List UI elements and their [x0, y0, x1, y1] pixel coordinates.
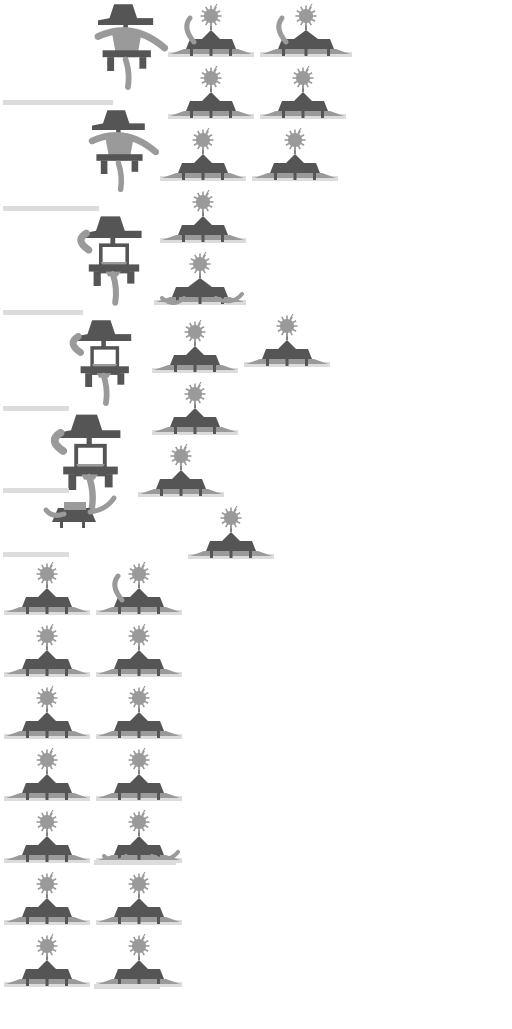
mech-walker-grid-a-4 [4, 747, 90, 801]
mech-walker-11 [152, 381, 238, 435]
spiky-bomb [36, 685, 58, 709]
spiky-bomb [128, 809, 150, 833]
creature-pose-6 [43, 495, 117, 528]
spiky-bomb [128, 623, 150, 647]
spiky-bomb [36, 623, 58, 647]
spiky-bomb [200, 65, 222, 89]
spiky-bomb [192, 189, 214, 213]
spiky-bomb [295, 3, 317, 27]
creature-pose-3 [77, 216, 142, 306]
mech-walker-grid-b-4 [96, 747, 182, 801]
shadow-bar-left-4 [3, 406, 69, 411]
mech-walker-1 [168, 3, 254, 57]
mech-walker-2 [260, 3, 352, 57]
mech-walker-grid-b-5 [96, 809, 182, 863]
spiky-bomb [170, 443, 192, 467]
mech-walker-4 [260, 65, 346, 119]
mech-walker-grid-a-6 [4, 871, 90, 925]
mech-walker-8 [154, 251, 246, 305]
mech-walker-9 [152, 319, 238, 373]
spiky-bomb [189, 251, 211, 275]
mech-walker-grid-b-2 [96, 623, 182, 677]
creature-pose-4 [69, 320, 132, 406]
mech-walker-grid-b-3 [96, 685, 182, 739]
spiky-bomb [36, 809, 58, 833]
creature-pose-5 [50, 414, 121, 512]
spiky-bomb [200, 3, 222, 27]
mech-walker-13 [188, 505, 274, 559]
spiky-bomb [128, 561, 150, 585]
mech-walker-grid-a-5 [4, 809, 90, 863]
mech-walker-grid-b-1 [96, 561, 182, 615]
spiky-bomb [36, 871, 58, 895]
spiky-bomb [128, 871, 150, 895]
spiky-bomb [128, 747, 150, 771]
shadow-bar-left-3 [3, 310, 83, 315]
spiky-bomb [36, 747, 58, 771]
mech-walker-3 [168, 65, 254, 119]
mech-walker-7 [160, 189, 246, 243]
mech-walker-grid-a-2 [4, 623, 90, 677]
creature-pose-1 [94, 4, 169, 90]
mech-walker-grid-b-6 [96, 871, 182, 925]
spiky-bomb [36, 933, 58, 957]
mech-walker-10 [244, 313, 330, 367]
mech-walker-grid-a-7 [4, 933, 90, 987]
mech-walker-12 [138, 443, 224, 497]
spiky-bomb [128, 933, 150, 957]
spiky-bomb [284, 127, 306, 151]
spiky-bomb [292, 65, 314, 89]
spiky-bomb [276, 313, 298, 337]
mech-walker-grid-b-7 [96, 933, 182, 987]
spiky-bomb [128, 685, 150, 709]
mech-walker-6 [252, 127, 338, 181]
spiky-bomb [192, 127, 214, 151]
mech-walker-grid-a-3 [4, 685, 90, 739]
spiky-bomb [184, 381, 206, 405]
shadow-bar-left-6 [3, 552, 69, 557]
shadow-bar-bottom-1 [94, 860, 176, 865]
mech-walker-grid-a-1 [4, 561, 90, 615]
spiky-bomb [220, 505, 242, 529]
shadow-bar-left-5 [3, 488, 69, 493]
spiky-bomb [184, 319, 206, 343]
creature-pose-2 [88, 110, 160, 193]
shadow-bar-left-2 [3, 206, 99, 211]
shadow-bar-left-1 [3, 100, 113, 105]
spiky-bomb [36, 561, 58, 585]
shadow-bar-bottom-2 [94, 984, 160, 989]
mech-walker-5 [160, 127, 246, 181]
